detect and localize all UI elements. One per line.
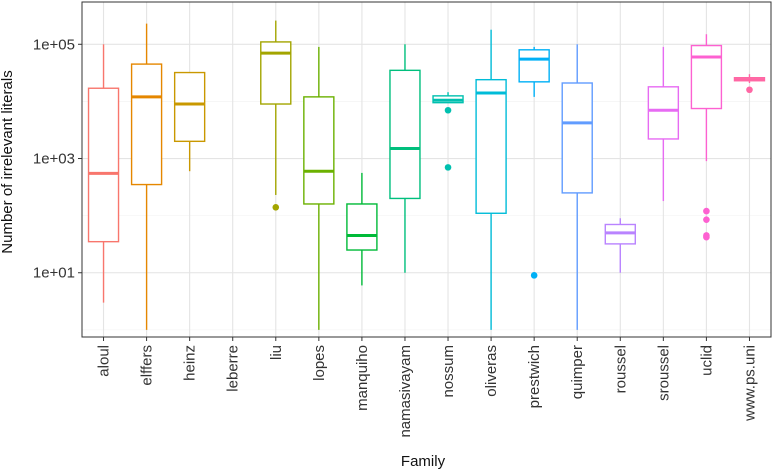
y-tick-label: 1e+01 bbox=[33, 265, 75, 282]
y-tick-label: 1e+03 bbox=[33, 151, 75, 168]
box-iqr bbox=[561, 82, 593, 194]
outlier-point bbox=[530, 272, 538, 279]
x-tick-label: quimper bbox=[569, 345, 586, 399]
box-iqr bbox=[173, 71, 206, 143]
boxplot-marks bbox=[87, 20, 766, 330]
x-tick-label: elffers bbox=[139, 345, 156, 386]
boxplot-manquiho bbox=[346, 172, 378, 286]
box-iqr bbox=[260, 41, 292, 105]
boxplot-lopes bbox=[303, 46, 335, 330]
x-tick-label: manquiho bbox=[354, 345, 371, 411]
plot-panel bbox=[82, 2, 771, 337]
boxplot-www.ps.uni bbox=[733, 74, 766, 94]
box-iqr bbox=[647, 86, 680, 140]
boxplot-oliveras bbox=[475, 29, 507, 330]
boxplot-heinz bbox=[173, 71, 206, 172]
x-tick-label: roussel bbox=[612, 345, 629, 393]
x-tick-label: uclid bbox=[698, 345, 715, 376]
box-iqr bbox=[87, 87, 120, 243]
boxplot-aloul bbox=[87, 44, 120, 303]
outlier-point bbox=[444, 164, 452, 171]
x-tick-label: namasivayam bbox=[397, 345, 414, 438]
x-tick-label: www.ps.uni bbox=[741, 345, 758, 422]
box-iqr bbox=[389, 69, 421, 200]
x-tick-label: leberre bbox=[225, 345, 242, 392]
box-iqr bbox=[346, 203, 378, 251]
boxplot-sroussel bbox=[647, 46, 680, 202]
x-axis-title: Family bbox=[401, 453, 446, 470]
y-tick-label: 1e+05 bbox=[33, 36, 75, 53]
x-tick-label: heinz bbox=[182, 345, 199, 381]
outlier-point bbox=[746, 86, 753, 94]
outlier-point bbox=[703, 207, 710, 215]
outlier-point bbox=[703, 216, 710, 223]
x-tick-label: lopes bbox=[311, 345, 328, 381]
boxplot-nossum bbox=[432, 92, 464, 171]
boxplot-quimper bbox=[561, 44, 593, 330]
outlier-point bbox=[444, 106, 452, 114]
x-tick-label: oliveras bbox=[483, 345, 500, 397]
x-tick-label: aloul bbox=[96, 345, 113, 377]
x-tick-label: prestwich bbox=[526, 345, 543, 408]
x-tick-label: liu bbox=[268, 345, 285, 360]
outlier-point bbox=[703, 233, 710, 241]
boxplot-roussel bbox=[604, 218, 636, 273]
box-iqr bbox=[130, 63, 163, 186]
x-tick-label: nossum bbox=[440, 345, 457, 398]
boxplot-elffers bbox=[130, 23, 163, 330]
box-iqr bbox=[475, 78, 507, 214]
axes: 1e+01 1e+03 1e+05 aloul elffers heinz leberre l… bbox=[33, 1, 772, 438]
box-iqr bbox=[690, 44, 723, 110]
boxplot-liu bbox=[260, 20, 292, 211]
boxplot-namasivayam bbox=[389, 44, 421, 273]
y-axis-title: Number of irrelevant literals bbox=[0, 70, 16, 253]
panel-border bbox=[81, 1, 772, 338]
boxplot-uclid bbox=[690, 34, 723, 241]
boxplot-prestwich bbox=[518, 46, 550, 279]
box-iqr bbox=[518, 49, 550, 83]
x-tick-label: sroussel bbox=[655, 345, 672, 401]
box-iqr bbox=[303, 96, 335, 205]
panel-background bbox=[82, 2, 771, 337]
outlier-point bbox=[272, 203, 280, 211]
